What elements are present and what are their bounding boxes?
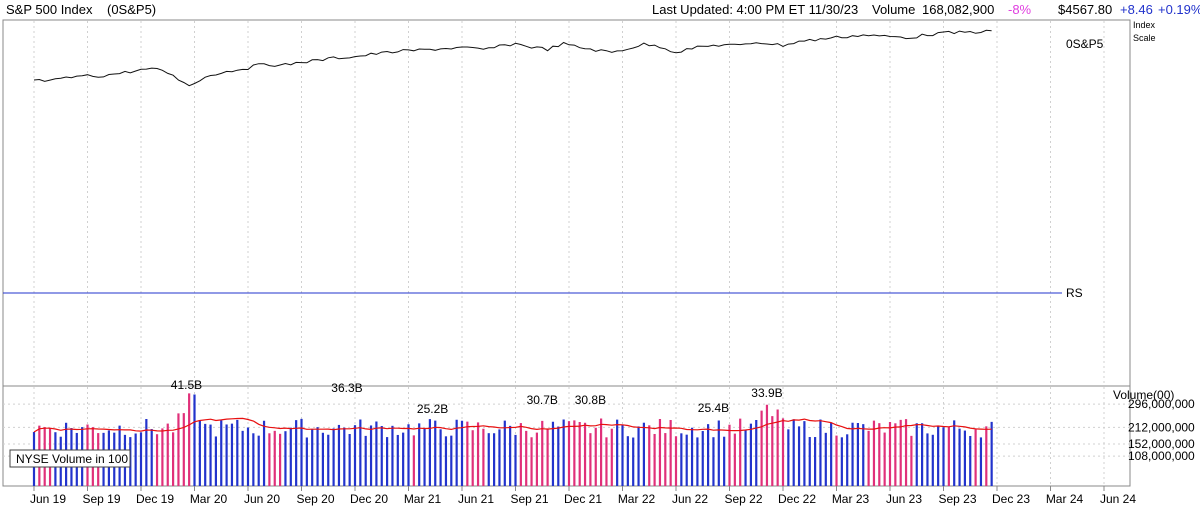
volume-annotation: 33.9B [751, 386, 782, 400]
x-tick-label: Jun 24 [1100, 492, 1136, 506]
volume-axis: Volume(00) 296,000,000 212,000,000 152,000… [1113, 388, 1195, 463]
volume-annotation: 25.4B [698, 401, 729, 415]
index-title: S&P 500 Index [6, 2, 93, 17]
volume-ma-line [33, 417, 992, 433]
chart-header: S&P 500 Index (0S&P5) Last Updated: 4:00… [6, 2, 1200, 17]
index-scale-label-1: Index [1133, 20, 1156, 30]
x-tick-label: Sep 19 [82, 492, 120, 506]
x-tick-label: Mar 23 [832, 492, 870, 506]
rs-line: 0S&P5 [33, 29, 1104, 87]
x-tick-label: Sep 21 [510, 492, 548, 506]
volume-tick-label: 152,000,000 [1128, 437, 1195, 451]
volume-annotation: 25.2B [417, 402, 448, 416]
price-axis: Index Scale 2000230026003000340040005000 [1133, 20, 1156, 43]
x-tick-label: Jun 19 [30, 492, 66, 506]
x-tick-label: Mar 21 [404, 492, 442, 506]
volume-annotation: 30.7B [527, 393, 558, 407]
volume-panel-frame [2, 385, 1131, 487]
volume-tick-label: 108,000,000 [1128, 449, 1195, 463]
rs-series-label: 0S&P5 [1066, 37, 1104, 51]
index-scale-label-2: Scale [1133, 33, 1156, 43]
volume-legend-label: NYSE Volume in 100 [16, 452, 128, 466]
volume-label: Volume [872, 2, 915, 17]
volume-axis-label: Volume(00) [1113, 388, 1174, 402]
x-tick-label: Sep 22 [724, 492, 762, 506]
volume-tick-label: 212,000,000 [1128, 420, 1195, 434]
x-tick-label: Mar 20 [190, 492, 228, 506]
x-tick-label: Mar 24 [1046, 492, 1084, 506]
volume-pct: -8% [1008, 2, 1032, 17]
x-tick-label: Dec 22 [778, 492, 816, 506]
x-axis: Jun 19 Sep 19 Dec 19 Mar 20 Jun 20 Sep 20 Dec … [30, 486, 1136, 506]
volume-tick-label: 296,000,000 [1128, 397, 1195, 411]
volume-bars: 41.5B 36.3B 25.2B 30.7B 30.8B 25.4B 33.9B [32, 378, 993, 486]
volume-annotation: 41.5B [171, 378, 202, 392]
volume-annotation: 30.8B [575, 393, 606, 407]
volume-value: 168,082,900 [922, 2, 994, 17]
x-tick-label: Dec 20 [350, 492, 388, 506]
grid [3, 21, 1130, 485]
x-tick-label: Jun 21 [458, 492, 494, 506]
x-tick-label: Sep 20 [296, 492, 334, 506]
x-tick-label: Mar 22 [618, 492, 656, 506]
x-tick-label: Dec 21 [564, 492, 602, 506]
last-price: $4567.80 [1058, 2, 1112, 17]
x-tick-label: Sep 23 [938, 492, 976, 506]
x-tick-label: Jun 23 [886, 492, 922, 506]
volume-legend: NYSE Volume in 100 [9, 449, 131, 468]
x-tick-label: Dec 23 [992, 492, 1030, 506]
rs-baseline-label: RS [1066, 286, 1083, 300]
x-tick-label: Jun 20 [244, 492, 280, 506]
index-symbol: (0S&P5) [107, 2, 156, 17]
volume-annotation: 36.3B [331, 381, 362, 395]
price-change: +8.46 [1120, 2, 1153, 17]
last-updated: Last Updated: 4:00 PM ET 11/30/23 [652, 2, 858, 17]
rs-polyline [33, 29, 992, 87]
rs-baseline: RS [3, 286, 1083, 300]
x-tick-label: Jun 22 [672, 492, 708, 506]
price-change-pct: +0.19% [1158, 2, 1200, 17]
x-tick-label: Dec 19 [136, 492, 174, 506]
